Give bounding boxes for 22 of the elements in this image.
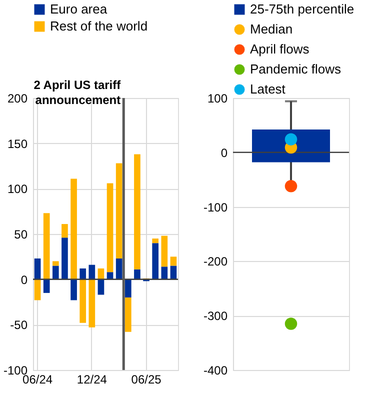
y-tick-label: 150 bbox=[7, 136, 28, 151]
legend-label: Pandemic flows bbox=[250, 62, 342, 76]
legend-label: April flows bbox=[250, 42, 310, 56]
legend-label: Latest bbox=[250, 82, 286, 96]
y-tick-label: -100 bbox=[203, 200, 228, 214]
y-tick-label: -400 bbox=[203, 364, 228, 378]
y-tick-label: 0 bbox=[220, 146, 228, 160]
y-tick-label: -300 bbox=[203, 309, 228, 324]
legend-label: Euro area bbox=[50, 2, 108, 16]
y-tick-label: -200 bbox=[203, 254, 228, 269]
legend-label: Median bbox=[250, 22, 293, 36]
y-tick-label: -50 bbox=[10, 318, 28, 332]
y-tick-label: 0 bbox=[20, 272, 28, 287]
y-tick-label: 50 bbox=[14, 228, 28, 242]
legend-label: 25-75th percentile bbox=[250, 2, 354, 16]
y-tick-label: 100 bbox=[207, 92, 228, 106]
annotation: 2 April US tariff announcement bbox=[34, 78, 122, 107]
y-tick-label: 200 bbox=[7, 92, 28, 106]
y-tick-label: 100 bbox=[7, 182, 28, 196]
legend-label: Rest of the world bbox=[50, 18, 148, 34]
x-tick-label: 06/25 bbox=[131, 372, 162, 386]
x-tick-label: 12/24 bbox=[76, 372, 108, 386]
